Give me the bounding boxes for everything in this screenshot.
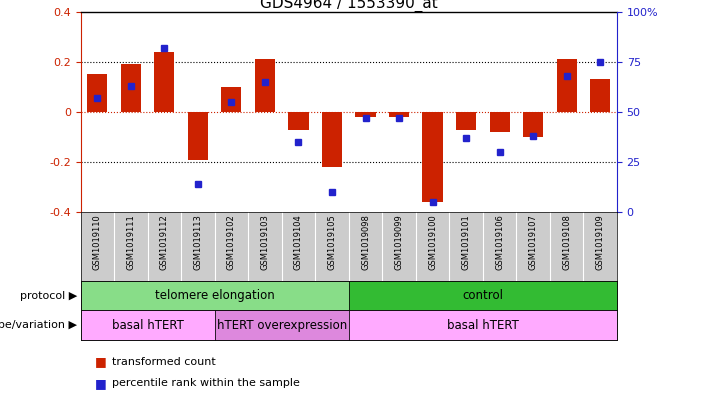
Text: GSM1019107: GSM1019107: [529, 214, 538, 270]
Bar: [349, 310, 617, 340]
Text: ■: ■: [95, 376, 110, 390]
Bar: [557, 59, 577, 112]
Text: basal hTERT: basal hTERT: [447, 319, 519, 332]
Text: GSM1019113: GSM1019113: [193, 214, 203, 270]
Bar: [523, 112, 543, 137]
Text: hTERT overexpression: hTERT overexpression: [217, 319, 347, 332]
Bar: [81, 281, 349, 310]
Bar: [215, 310, 349, 340]
Text: GSM1019099: GSM1019099: [395, 214, 404, 270]
Text: GSM1019110: GSM1019110: [93, 214, 102, 270]
Text: GSM1019109: GSM1019109: [596, 214, 605, 270]
Text: GSM1019105: GSM1019105: [327, 214, 336, 270]
Text: telomere elongation: telomere elongation: [155, 289, 275, 302]
Bar: [154, 52, 175, 112]
Bar: [355, 112, 376, 117]
Bar: [349, 281, 617, 310]
Text: GSM1019106: GSM1019106: [495, 214, 504, 270]
Bar: [255, 59, 275, 112]
Bar: [590, 79, 610, 112]
Bar: [389, 112, 409, 117]
Text: GSM1019098: GSM1019098: [361, 214, 370, 270]
Bar: [222, 87, 241, 112]
Bar: [489, 112, 510, 132]
Text: control: control: [463, 289, 503, 302]
Text: genotype/variation ▶: genotype/variation ▶: [0, 320, 77, 330]
Bar: [88, 74, 107, 112]
Text: GSM1019104: GSM1019104: [294, 214, 303, 270]
Bar: [322, 112, 342, 167]
Text: GSM1019103: GSM1019103: [261, 214, 269, 270]
Text: GSM1019108: GSM1019108: [562, 214, 571, 270]
Bar: [456, 112, 476, 130]
Bar: [423, 112, 442, 202]
Bar: [121, 64, 141, 112]
Bar: [188, 112, 208, 160]
Text: GSM1019100: GSM1019100: [428, 214, 437, 270]
Text: percentile rank within the sample: percentile rank within the sample: [112, 378, 300, 388]
Bar: [81, 310, 215, 340]
Text: basal hTERT: basal hTERT: [111, 319, 184, 332]
Text: GSM1019112: GSM1019112: [160, 214, 169, 270]
Bar: [288, 112, 308, 130]
Text: GSM1019111: GSM1019111: [126, 214, 135, 270]
Text: GSM1019102: GSM1019102: [227, 214, 236, 270]
Text: GSM1019101: GSM1019101: [461, 214, 470, 270]
Text: transformed count: transformed count: [112, 356, 216, 367]
Text: protocol ▶: protocol ▶: [20, 291, 77, 301]
Text: ■: ■: [95, 355, 110, 368]
Title: GDS4964 / 1553390_at: GDS4964 / 1553390_at: [260, 0, 437, 12]
